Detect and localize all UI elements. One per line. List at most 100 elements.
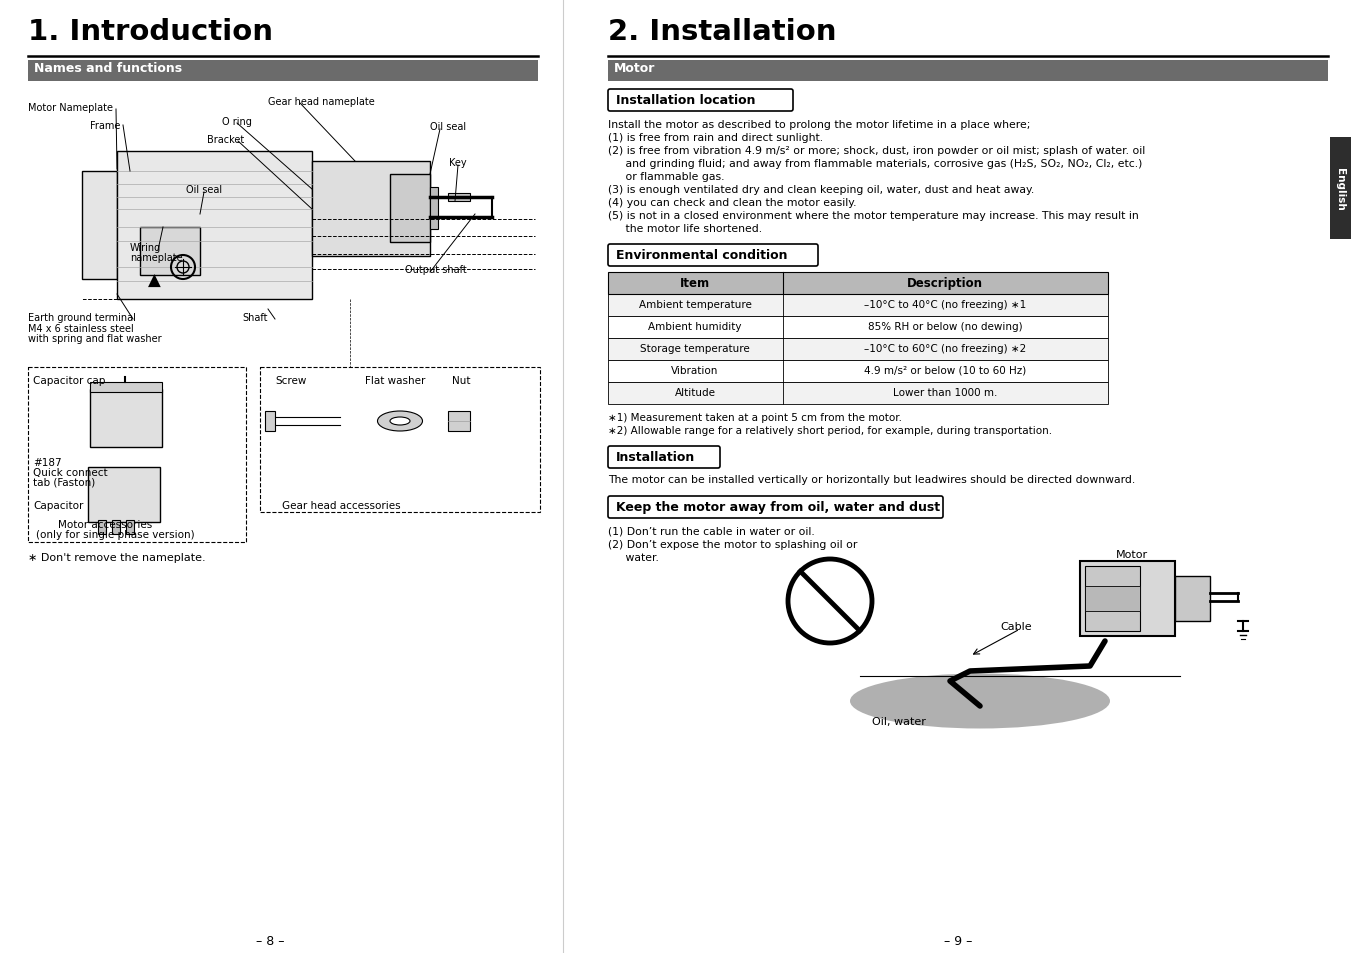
Bar (141, 228, 200, 275)
Text: –10°C to 60°C (no freezing) ∗2: –10°C to 60°C (no freezing) ∗2 (863, 344, 1027, 354)
Bar (126, 520, 134, 535)
Text: the motor life shortened.: the motor life shortened. (608, 224, 762, 233)
Bar (608, 61, 1328, 82)
Text: (5) is not in a closed environment where the motor temperature may increase. Thi: (5) is not in a closed environment where… (608, 211, 1139, 221)
Bar (449, 193, 470, 202)
Bar (608, 382, 1108, 405)
Text: Motor: Motor (613, 62, 655, 75)
Text: tab (Faston): tab (Faston) (32, 477, 96, 488)
Ellipse shape (390, 417, 409, 426)
Text: Motor: Motor (1116, 550, 1148, 559)
Text: Oil, water: Oil, water (871, 717, 925, 726)
Text: (2) is free from vibration 4.9 m/s² or more; shock, dust, iron powder or oil mis: (2) is free from vibration 4.9 m/s² or m… (608, 146, 1146, 156)
Bar (91, 382, 162, 393)
Bar (1085, 586, 1140, 612)
Text: Environmental condition: Environmental condition (616, 249, 788, 262)
Text: Gear head nameplate: Gear head nameplate (267, 97, 374, 107)
Text: (only for single phase version): (only for single phase version) (36, 530, 195, 539)
Bar (118, 152, 312, 299)
Bar (1085, 566, 1140, 631)
Text: (3) is enough ventilated dry and clean keeping oil, water, dust and heat away.: (3) is enough ventilated dry and clean k… (608, 185, 1035, 194)
Text: Oil seal: Oil seal (430, 122, 466, 132)
Text: Motor Nameplate: Motor Nameplate (28, 103, 113, 112)
Text: Description: Description (907, 276, 984, 290)
FancyBboxPatch shape (608, 497, 943, 518)
Text: Nut: Nut (453, 375, 470, 386)
FancyBboxPatch shape (608, 245, 817, 267)
Text: (1) Don’t run the cable in water or oil.: (1) Don’t run the cable in water or oil. (608, 526, 815, 537)
FancyBboxPatch shape (608, 90, 793, 112)
Text: 2. Installation: 2. Installation (608, 18, 836, 46)
Text: Installation location: Installation location (616, 94, 755, 107)
Text: Shaft: Shaft (242, 313, 267, 323)
Bar (28, 61, 538, 82)
Text: The motor can be installed vertically or horizontally but leadwires should be di: The motor can be installed vertically or… (608, 475, 1135, 484)
Text: Names and functions: Names and functions (34, 62, 182, 75)
Text: Cable: Cable (1000, 621, 1032, 631)
Bar (265, 412, 276, 432)
Bar (312, 162, 430, 256)
Text: 4.9 m/s² or below (10 to 60 Hz): 4.9 m/s² or below (10 to 60 Hz) (863, 366, 1027, 375)
Bar (82, 172, 118, 280)
Text: with spring and flat washer: with spring and flat washer (28, 334, 162, 344)
Bar (449, 412, 470, 432)
Ellipse shape (377, 412, 423, 432)
Bar (88, 468, 159, 522)
Bar (608, 316, 1108, 338)
Text: ∗1) Measurement taken at a point 5 cm from the motor.: ∗1) Measurement taken at a point 5 cm fr… (608, 413, 902, 422)
Text: (2) Don’t expose the motor to splashing oil or: (2) Don’t expose the motor to splashing … (608, 539, 858, 550)
Bar (608, 338, 1108, 360)
Text: or flammable gas.: or flammable gas. (608, 172, 724, 182)
Text: 85% RH or below (no dewing): 85% RH or below (no dewing) (867, 322, 1023, 332)
Bar (608, 360, 1108, 382)
Text: Capacitor cap: Capacitor cap (32, 375, 105, 386)
Text: Lower than 1000 m.: Lower than 1000 m. (893, 388, 997, 397)
Text: ▲: ▲ (149, 272, 161, 290)
Text: O ring: O ring (222, 117, 251, 127)
Text: English: English (1335, 168, 1346, 211)
Text: water.: water. (608, 553, 659, 562)
Text: Storage temperature: Storage temperature (640, 344, 750, 354)
Text: Screw: Screw (276, 375, 307, 386)
Text: –10°C to 40°C (no freezing) ∗1: –10°C to 40°C (no freezing) ∗1 (863, 299, 1027, 310)
Text: Ambient humidity: Ambient humidity (648, 322, 742, 332)
Text: Altitude: Altitude (674, 388, 716, 397)
Text: Install the motor as described to prolong the motor lifetime in a place where;: Install the motor as described to prolon… (608, 120, 1031, 130)
Bar (1329, 138, 1351, 240)
Text: Oil seal: Oil seal (186, 185, 222, 194)
Text: – 8 –: – 8 – (255, 934, 284, 947)
Text: and grinding fluid; and away from flammable materials, corrosive gas (H₂S, SO₂, : and grinding fluid; and away from flamma… (608, 159, 1143, 169)
Text: ∗ Don't remove the nameplate.: ∗ Don't remove the nameplate. (28, 553, 205, 562)
Text: Output shaft: Output shaft (405, 265, 466, 274)
Text: Item: Item (680, 276, 711, 290)
Bar (390, 174, 430, 243)
Text: nameplate: nameplate (130, 253, 182, 263)
Text: Gear head accessories: Gear head accessories (282, 500, 401, 511)
FancyBboxPatch shape (608, 447, 720, 469)
Bar (91, 390, 162, 448)
Text: Flat washer: Flat washer (365, 375, 426, 386)
Text: Frame: Frame (91, 121, 120, 131)
Text: Wiring: Wiring (130, 243, 161, 253)
Text: Capacitor: Capacitor (32, 500, 84, 511)
Text: Vibration: Vibration (671, 366, 719, 375)
Text: M4 x 6 stainless steel: M4 x 6 stainless steel (28, 324, 134, 334)
Bar (259, 368, 540, 513)
Bar (1079, 561, 1175, 637)
Bar (608, 273, 1108, 294)
Text: Key: Key (449, 158, 466, 168)
Text: Keep the motor away from oil, water and dust: Keep the motor away from oil, water and … (616, 500, 940, 514)
Ellipse shape (850, 674, 1111, 729)
Text: Installation: Installation (616, 451, 696, 463)
Text: (1) is free from rain and direct sunlight.: (1) is free from rain and direct sunligh… (608, 132, 823, 143)
Text: 1. Introduction: 1. Introduction (28, 18, 273, 46)
Text: #187: #187 (32, 457, 62, 468)
Bar (608, 294, 1108, 316)
Text: Motor accessories: Motor accessories (58, 519, 153, 530)
Text: Bracket: Bracket (207, 135, 245, 145)
Bar (1175, 577, 1210, 621)
Text: Quick connect: Quick connect (32, 468, 108, 477)
Text: ∗2) Allowable range for a relatively short period, for example, during transport: ∗2) Allowable range for a relatively sho… (608, 426, 1052, 436)
Bar (112, 520, 120, 535)
Bar (430, 188, 438, 230)
